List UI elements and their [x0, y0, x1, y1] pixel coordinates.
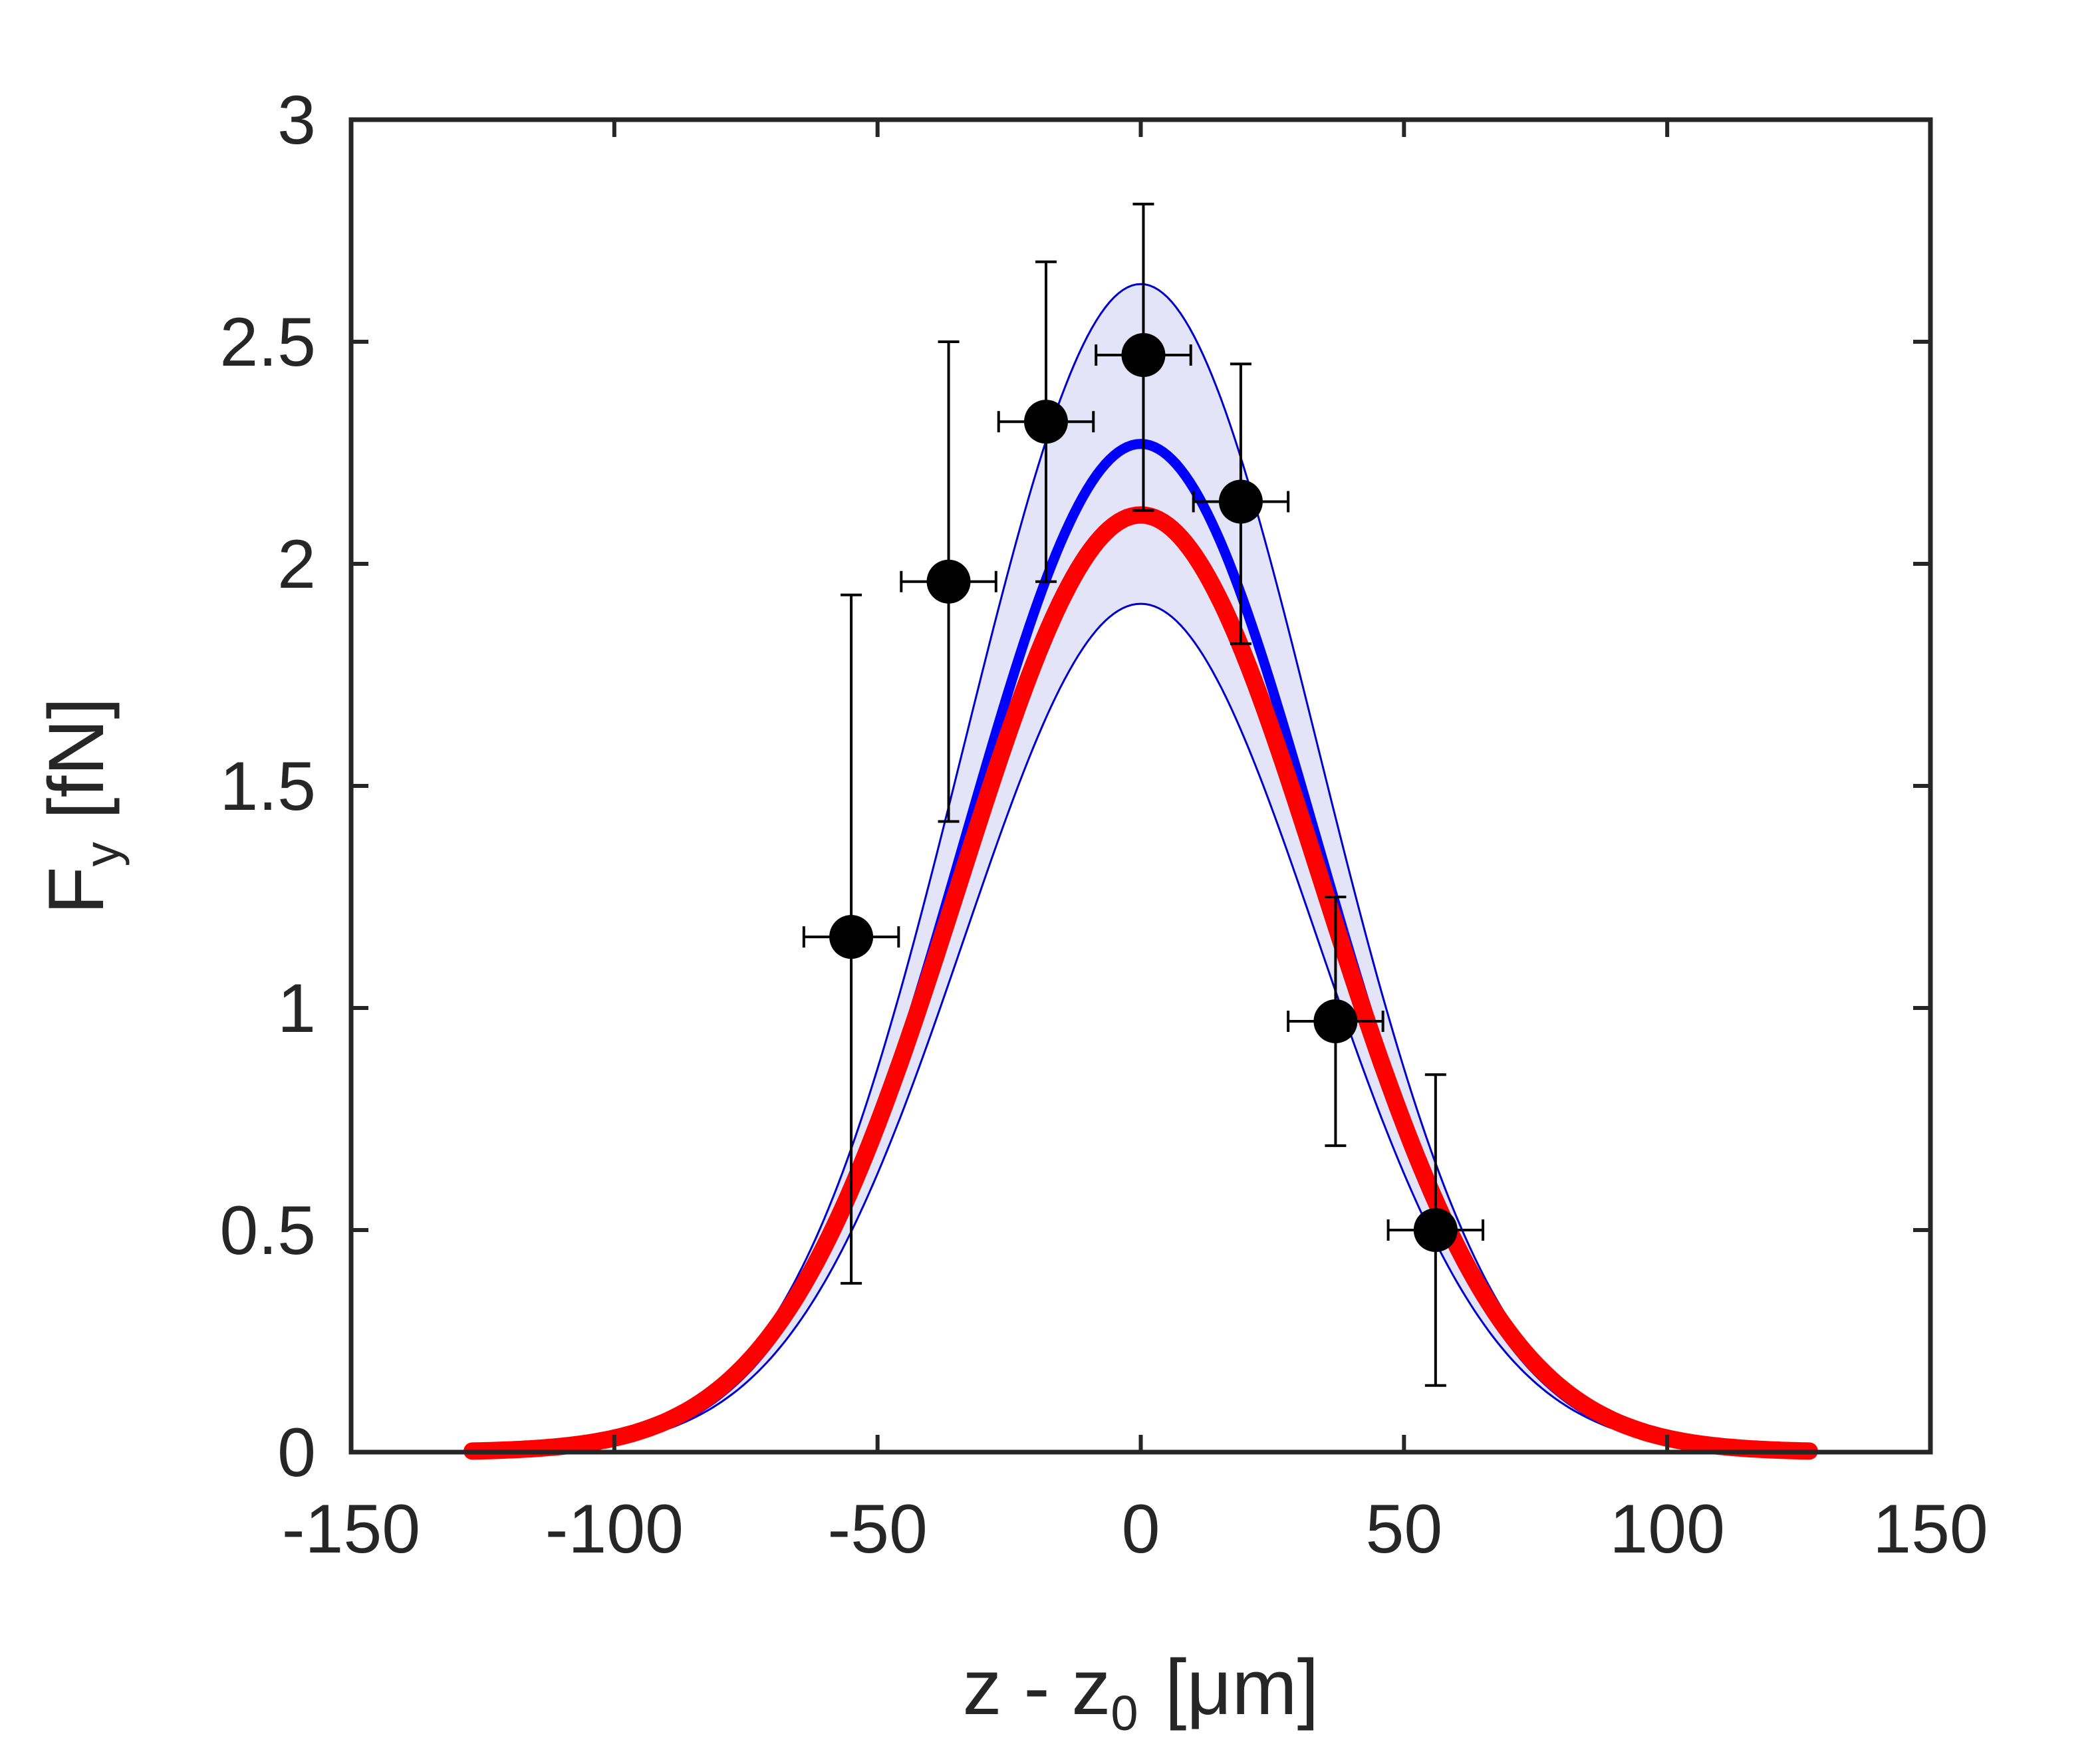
- x-tick-label: 0: [1122, 1491, 1160, 1568]
- data-point-marker: [829, 915, 874, 959]
- x-tick-label: -100: [545, 1491, 684, 1568]
- y-tick-label: 0: [277, 1414, 316, 1491]
- data-point: [802, 593, 900, 1285]
- x-axis-title-sub: 0: [1111, 1686, 1138, 1741]
- data-point: [997, 260, 1095, 583]
- model-curve-line: [463, 506, 1818, 1460]
- y-tick-label: 2: [277, 526, 316, 603]
- data-point-marker: [1121, 333, 1166, 378]
- tick-labels: -150 -100 -50 0 50 100 150 0 0.5 1 1.5 2 2.5 3: [219, 82, 1988, 1568]
- data-point-marker: [1024, 400, 1068, 444]
- y-axis-title-unit: [fN]: [33, 697, 120, 820]
- x-tick-label: 150: [1873, 1491, 1988, 1568]
- ticks: [349, 118, 1932, 1454]
- data-point-marker: [926, 559, 971, 604]
- y-axis-title-sub: y: [74, 842, 130, 866]
- x-tick-label: 100: [1609, 1491, 1725, 1568]
- y-tick-label: 3: [277, 82, 316, 159]
- x-tick-label: 50: [1365, 1491, 1442, 1568]
- y-tick-label: 1: [277, 970, 316, 1047]
- plot-area: [463, 202, 1818, 1460]
- data-point-marker: [1413, 1208, 1458, 1252]
- confidence-band-lower-line: [472, 602, 1809, 1453]
- y-tick-label: 2.5: [219, 304, 316, 381]
- x-tick-label: -50: [828, 1491, 928, 1568]
- data-point-marker: [1218, 479, 1263, 524]
- confidence-band-fill: [472, 284, 1809, 1452]
- data-point: [1095, 202, 1192, 512]
- x-axis-title-unit: [μm]: [1165, 1644, 1319, 1731]
- y-axis-title: Fy [fN]: [33, 697, 130, 915]
- y-tick-label: 1.5: [219, 748, 316, 825]
- data-point-marker: [1313, 999, 1358, 1044]
- y-axis-title-main: F: [33, 866, 120, 914]
- y-tick-label: 0.5: [219, 1192, 316, 1269]
- data-point: [1192, 362, 1290, 646]
- data-point: [1287, 896, 1384, 1148]
- data-point: [1386, 1073, 1485, 1387]
- data-point: [900, 340, 997, 823]
- x-axis-title-main: z - z: [963, 1644, 1111, 1731]
- x-axis-title: z - z0 [μm]: [963, 1644, 1319, 1741]
- x-tick-label: -150: [282, 1491, 420, 1568]
